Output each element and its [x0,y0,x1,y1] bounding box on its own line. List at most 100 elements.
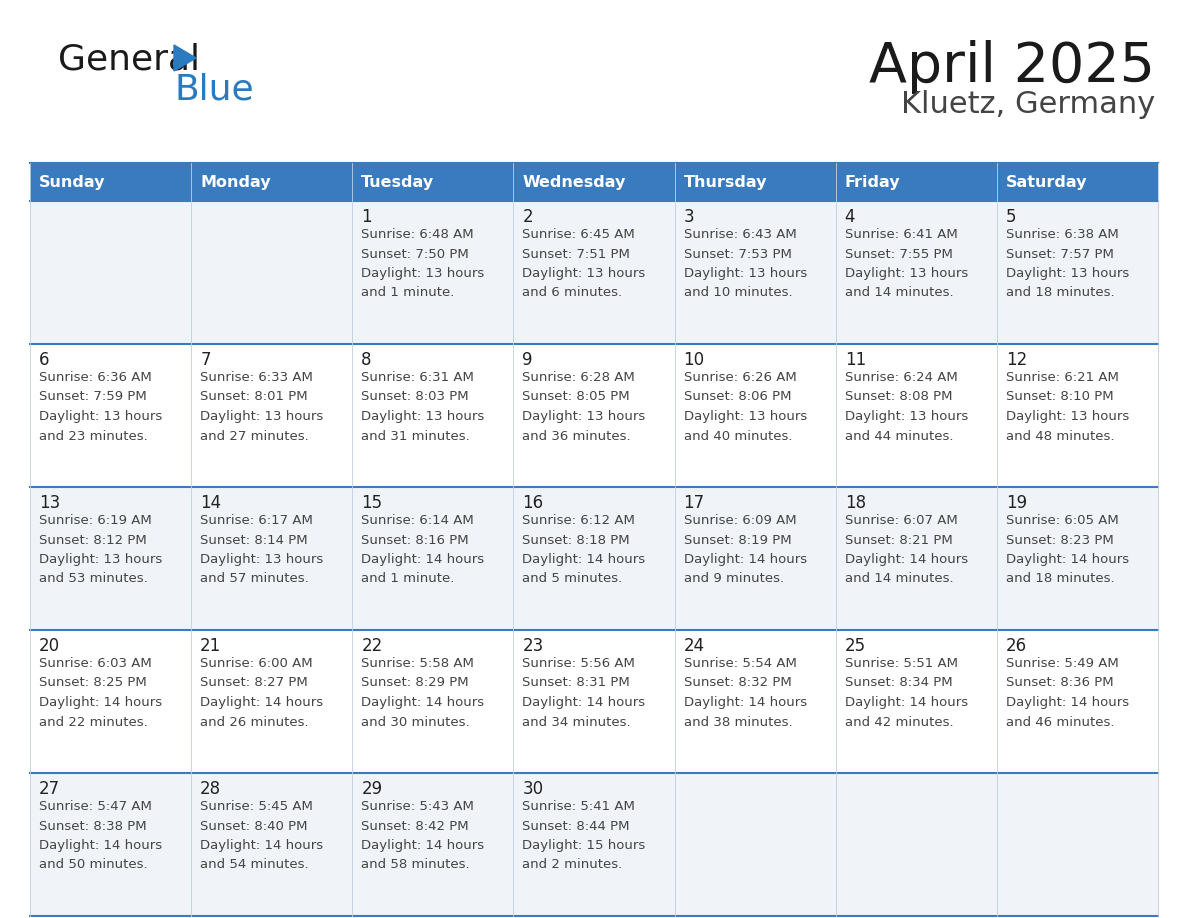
Text: and 14 minutes.: and 14 minutes. [845,286,953,299]
Text: Sunset: 7:55 PM: Sunset: 7:55 PM [845,248,953,261]
Bar [353,630,513,773]
Text: and 23 minutes.: and 23 minutes. [39,430,147,442]
Text: Sunday: Sunday [39,174,106,189]
Text: 9: 9 [523,351,533,369]
Text: 7: 7 [200,351,210,369]
Bar [675,163,835,201]
Text: and 42 minutes.: and 42 minutes. [845,715,953,729]
Text: Sunrise: 6:21 AM: Sunrise: 6:21 AM [1006,371,1119,384]
Text: Daylight: 13 hours: Daylight: 13 hours [845,267,968,280]
Text: Sunset: 8:34 PM: Sunset: 8:34 PM [845,677,953,689]
Text: 3: 3 [683,208,694,226]
Text: Daylight: 14 hours: Daylight: 14 hours [683,553,807,566]
Bar [835,487,997,630]
Text: 15: 15 [361,494,383,512]
Text: Daylight: 14 hours: Daylight: 14 hours [845,696,968,709]
Bar [675,344,835,487]
Bar [835,163,997,201]
Bar [513,773,675,916]
Text: and 26 minutes.: and 26 minutes. [200,715,309,729]
Text: Sunrise: 5:56 AM: Sunrise: 5:56 AM [523,657,636,670]
Text: Sunset: 8:31 PM: Sunset: 8:31 PM [523,677,630,689]
Text: 5: 5 [1006,208,1017,226]
Text: Sunrise: 6:17 AM: Sunrise: 6:17 AM [200,514,312,527]
Text: Sunrise: 6:05 AM: Sunrise: 6:05 AM [1006,514,1119,527]
Text: Sunset: 8:27 PM: Sunset: 8:27 PM [200,677,308,689]
Text: and 2 minutes.: and 2 minutes. [523,858,623,871]
Text: Sunrise: 6:41 AM: Sunrise: 6:41 AM [845,228,958,241]
Bar [513,630,675,773]
Text: Sunrise: 6:48 AM: Sunrise: 6:48 AM [361,228,474,241]
Text: Sunset: 8:05 PM: Sunset: 8:05 PM [523,390,630,404]
Text: and 46 minutes.: and 46 minutes. [1006,715,1114,729]
Text: and 40 minutes.: and 40 minutes. [683,430,792,442]
Bar [353,163,513,201]
Text: and 27 minutes.: and 27 minutes. [200,430,309,442]
Text: Friday: Friday [845,174,901,189]
Text: 24: 24 [683,637,704,655]
Bar [997,630,1158,773]
Bar [513,163,675,201]
Text: Monday: Monday [200,174,271,189]
Text: 16: 16 [523,494,544,512]
Text: Sunrise: 6:03 AM: Sunrise: 6:03 AM [39,657,152,670]
Text: 25: 25 [845,637,866,655]
Text: 20: 20 [39,637,61,655]
Text: Daylight: 13 hours: Daylight: 13 hours [683,410,807,423]
Text: Daylight: 13 hours: Daylight: 13 hours [200,410,323,423]
Text: and 9 minutes.: and 9 minutes. [683,573,784,586]
Text: and 1 minute.: and 1 minute. [361,286,455,299]
Text: Sunset: 8:40 PM: Sunset: 8:40 PM [200,820,308,833]
Text: and 6 minutes.: and 6 minutes. [523,286,623,299]
Text: Daylight: 14 hours: Daylight: 14 hours [361,839,485,852]
Text: Sunrise: 6:14 AM: Sunrise: 6:14 AM [361,514,474,527]
Text: and 44 minutes.: and 44 minutes. [845,430,953,442]
Bar [30,773,191,916]
Text: Daylight: 13 hours: Daylight: 13 hours [523,410,646,423]
Text: Sunrise: 5:54 AM: Sunrise: 5:54 AM [683,657,796,670]
Text: Sunrise: 5:47 AM: Sunrise: 5:47 AM [39,800,152,813]
Text: General: General [58,43,200,77]
Text: Thursday: Thursday [683,174,767,189]
Text: Sunrise: 6:38 AM: Sunrise: 6:38 AM [1006,228,1119,241]
Bar [675,487,835,630]
Text: Sunset: 7:50 PM: Sunset: 7:50 PM [361,248,469,261]
Bar [191,487,353,630]
Text: Sunrise: 5:41 AM: Sunrise: 5:41 AM [523,800,636,813]
Text: Sunrise: 6:33 AM: Sunrise: 6:33 AM [200,371,312,384]
Text: Sunset: 7:59 PM: Sunset: 7:59 PM [39,390,147,404]
Text: Daylight: 14 hours: Daylight: 14 hours [1006,696,1129,709]
Text: Sunrise: 6:36 AM: Sunrise: 6:36 AM [39,371,152,384]
Text: 8: 8 [361,351,372,369]
Text: Sunset: 8:42 PM: Sunset: 8:42 PM [361,820,469,833]
Bar [353,201,513,344]
Text: Daylight: 13 hours: Daylight: 13 hours [1006,410,1129,423]
Text: 6: 6 [39,351,50,369]
Text: Daylight: 13 hours: Daylight: 13 hours [1006,267,1129,280]
Bar [997,773,1158,916]
Text: Blue: Blue [173,73,253,107]
Text: Sunset: 8:10 PM: Sunset: 8:10 PM [1006,390,1113,404]
Text: 27: 27 [39,780,61,798]
Text: and 18 minutes.: and 18 minutes. [1006,573,1114,586]
Bar [513,344,675,487]
Bar [997,163,1158,201]
Text: Daylight: 13 hours: Daylight: 13 hours [39,410,163,423]
Text: and 38 minutes.: and 38 minutes. [683,715,792,729]
Text: Sunset: 8:12 PM: Sunset: 8:12 PM [39,533,147,546]
Text: Daylight: 14 hours: Daylight: 14 hours [39,839,162,852]
Text: 19: 19 [1006,494,1026,512]
Bar [30,487,191,630]
Text: Daylight: 14 hours: Daylight: 14 hours [523,696,645,709]
Text: Daylight: 14 hours: Daylight: 14 hours [845,553,968,566]
Bar [997,344,1158,487]
Text: Daylight: 13 hours: Daylight: 13 hours [200,553,323,566]
Text: Sunset: 8:03 PM: Sunset: 8:03 PM [361,390,469,404]
Text: 28: 28 [200,780,221,798]
Text: Daylight: 14 hours: Daylight: 14 hours [361,553,485,566]
Bar [191,201,353,344]
Bar [513,487,675,630]
Text: Sunrise: 5:43 AM: Sunrise: 5:43 AM [361,800,474,813]
Text: Daylight: 15 hours: Daylight: 15 hours [523,839,646,852]
Text: 17: 17 [683,494,704,512]
